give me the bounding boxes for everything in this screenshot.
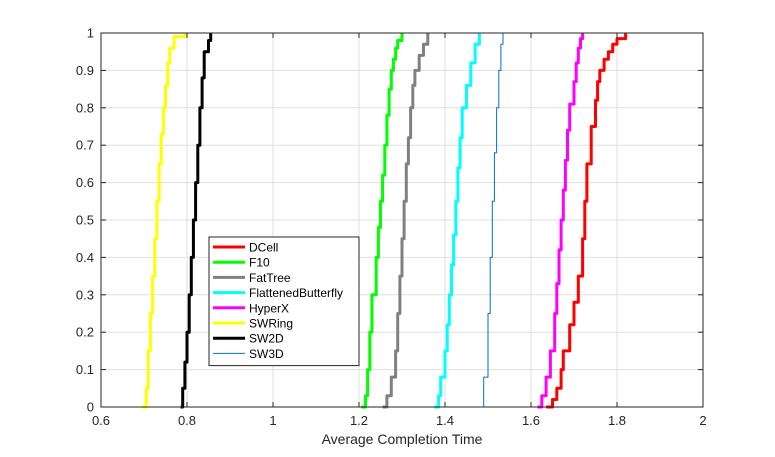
series-line-sw3d [479, 33, 504, 408]
x-tick-label: 1 [269, 413, 276, 428]
legend-label: F10 [249, 256, 270, 270]
series-line-fattree [382, 33, 430, 409]
legend-label: DCell [249, 241, 278, 255]
x-tick-label: 1.8 [608, 413, 626, 428]
x-tick-label: 0.8 [178, 413, 196, 428]
legend-box [208, 236, 360, 367]
series-line-flattenedbutterfly [434, 33, 481, 409]
legend-label: FlattenedButterfly [249, 286, 343, 300]
legend-label: SW2D [249, 332, 284, 346]
legend-label: FatTree [249, 271, 291, 285]
series-line-swring [141, 33, 187, 409]
legend-label: SW3D [249, 347, 284, 361]
series-line-f10 [361, 33, 404, 409]
y-tick-label: 0.2 [76, 325, 94, 340]
series-line-sw2d [180, 33, 213, 409]
y-tick-label: 0.7 [76, 138, 94, 153]
y-tick-label: 0 [87, 400, 94, 415]
grid [101, 33, 703, 407]
x-tick-label: 1.2 [350, 413, 368, 428]
series-layer [141, 33, 628, 409]
legend-label: SWRing [249, 317, 293, 331]
y-tick-label: 0.4 [76, 250, 94, 265]
y-tick-label: 1 [87, 26, 94, 41]
ticks: 0.6 0.8 1 1.2 1.4 1.6 1.8 2 0 0.1 0.2 0.3 0.4 0.5 0.6 0… [76, 26, 707, 429]
y-tick-label: 0.8 [76, 100, 94, 115]
series-line-hyperx [537, 33, 585, 409]
x-tick-label: 0.6 [92, 413, 110, 428]
x-axis-label: Average Completion Time [322, 431, 483, 447]
x-tick-label: 2 [699, 413, 706, 428]
y-tick-label: 0.5 [76, 213, 94, 228]
y-tick-label: 0.3 [76, 287, 94, 302]
y-tick-label: 0.1 [76, 362, 94, 377]
y-tick-label: 0.6 [76, 175, 94, 190]
x-tick-label: 1.4 [436, 413, 454, 428]
x-tick-label: 1.6 [522, 413, 540, 428]
series-line-dcell [546, 33, 628, 409]
legend-label: HyperX [249, 301, 289, 315]
y-tick-label: 0.9 [76, 63, 94, 78]
